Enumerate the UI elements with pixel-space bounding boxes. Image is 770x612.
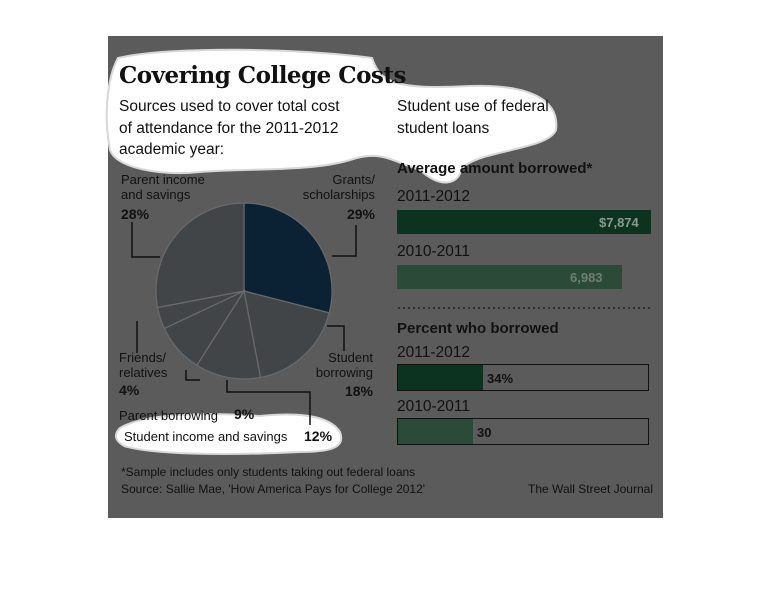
pct-year-2: 2010-2011 bbox=[397, 398, 470, 415]
subtitle-right-line-2: student loans bbox=[397, 120, 490, 137]
label-friends-1: Friends/ bbox=[119, 350, 166, 365]
avg-bar-2011-2012 bbox=[397, 210, 651, 234]
label-friends-2: relatives bbox=[119, 365, 168, 380]
pct-bar-label-2010-2011: 30 bbox=[477, 425, 492, 440]
subtitle-left-line-3: academic year: bbox=[119, 141, 225, 158]
source-line: Source: Sallie Mae, 'How America Pays fo… bbox=[121, 482, 426, 496]
pct-bar-2011-2012 bbox=[398, 365, 483, 390]
pct-bar-frame-2010-2011 bbox=[397, 418, 649, 445]
pct-grants: 29% bbox=[346, 206, 375, 222]
label-student-income: Student income and savings bbox=[124, 429, 288, 444]
highlight-mark-top bbox=[105, 48, 558, 184]
label-parent-income-2: and savings bbox=[121, 187, 191, 202]
pct-student-borrowing: 18% bbox=[344, 383, 373, 399]
pct-friends: 4% bbox=[119, 382, 140, 398]
label-parent-borrowing: Parent borrowing bbox=[119, 408, 218, 423]
pct-student-income: 12% bbox=[304, 428, 333, 444]
pct-parent-income: 28% bbox=[121, 206, 150, 222]
highlight-mark-bottom bbox=[114, 413, 343, 455]
pie-slice bbox=[196, 289, 262, 380]
footnote: *Sample includes only students taking ou… bbox=[121, 465, 416, 479]
pie-chart bbox=[155, 202, 333, 380]
avg-year-2: 2010-2011 bbox=[397, 243, 470, 260]
avg-year-1: 2011-2012 bbox=[397, 188, 470, 205]
pct-borrowed-title: Percent who borrowed bbox=[397, 320, 559, 337]
pie-slice bbox=[243, 202, 333, 314]
subtitle-right-line-1: Student use of federal bbox=[397, 98, 549, 115]
avg-bar-2010-2011 bbox=[397, 265, 622, 289]
pct-bar-2010-2011 bbox=[398, 419, 473, 444]
label-parent-income-1: Parent income bbox=[121, 172, 205, 187]
label-student-borrowing-1: Student bbox=[328, 350, 373, 365]
avg-bar-label-2010-2011: 6,983 bbox=[570, 270, 603, 285]
subtitle-left-line-1: Sources used to cover total cost bbox=[119, 98, 340, 115]
pct-parent-borrowing: 9% bbox=[234, 406, 255, 422]
avg-bar-label-2011-2012: $7,874 bbox=[599, 215, 639, 230]
label-grants-1: Grants/ bbox=[332, 172, 375, 187]
subtitle-left-line-2: of attendance for the 2011-2012 bbox=[119, 120, 339, 137]
label-grants-2: scholarships bbox=[302, 187, 375, 202]
label-student-borrowing-2: borrowing bbox=[315, 365, 373, 380]
pct-bar-frame-2011-2012 bbox=[397, 364, 649, 391]
pct-year-1: 2011-2012 bbox=[397, 344, 470, 361]
pct-bar-label-2011-2012: 34% bbox=[487, 371, 514, 386]
publisher-credit: The Wall Street Journal bbox=[528, 482, 653, 496]
pie-slice bbox=[155, 202, 245, 309]
pie-slice bbox=[243, 290, 330, 379]
leader-lines bbox=[131, 222, 357, 425]
avg-borrowed-title: Average amount borrowed* bbox=[397, 160, 593, 177]
chart-title: Covering College Costs bbox=[119, 62, 406, 89]
